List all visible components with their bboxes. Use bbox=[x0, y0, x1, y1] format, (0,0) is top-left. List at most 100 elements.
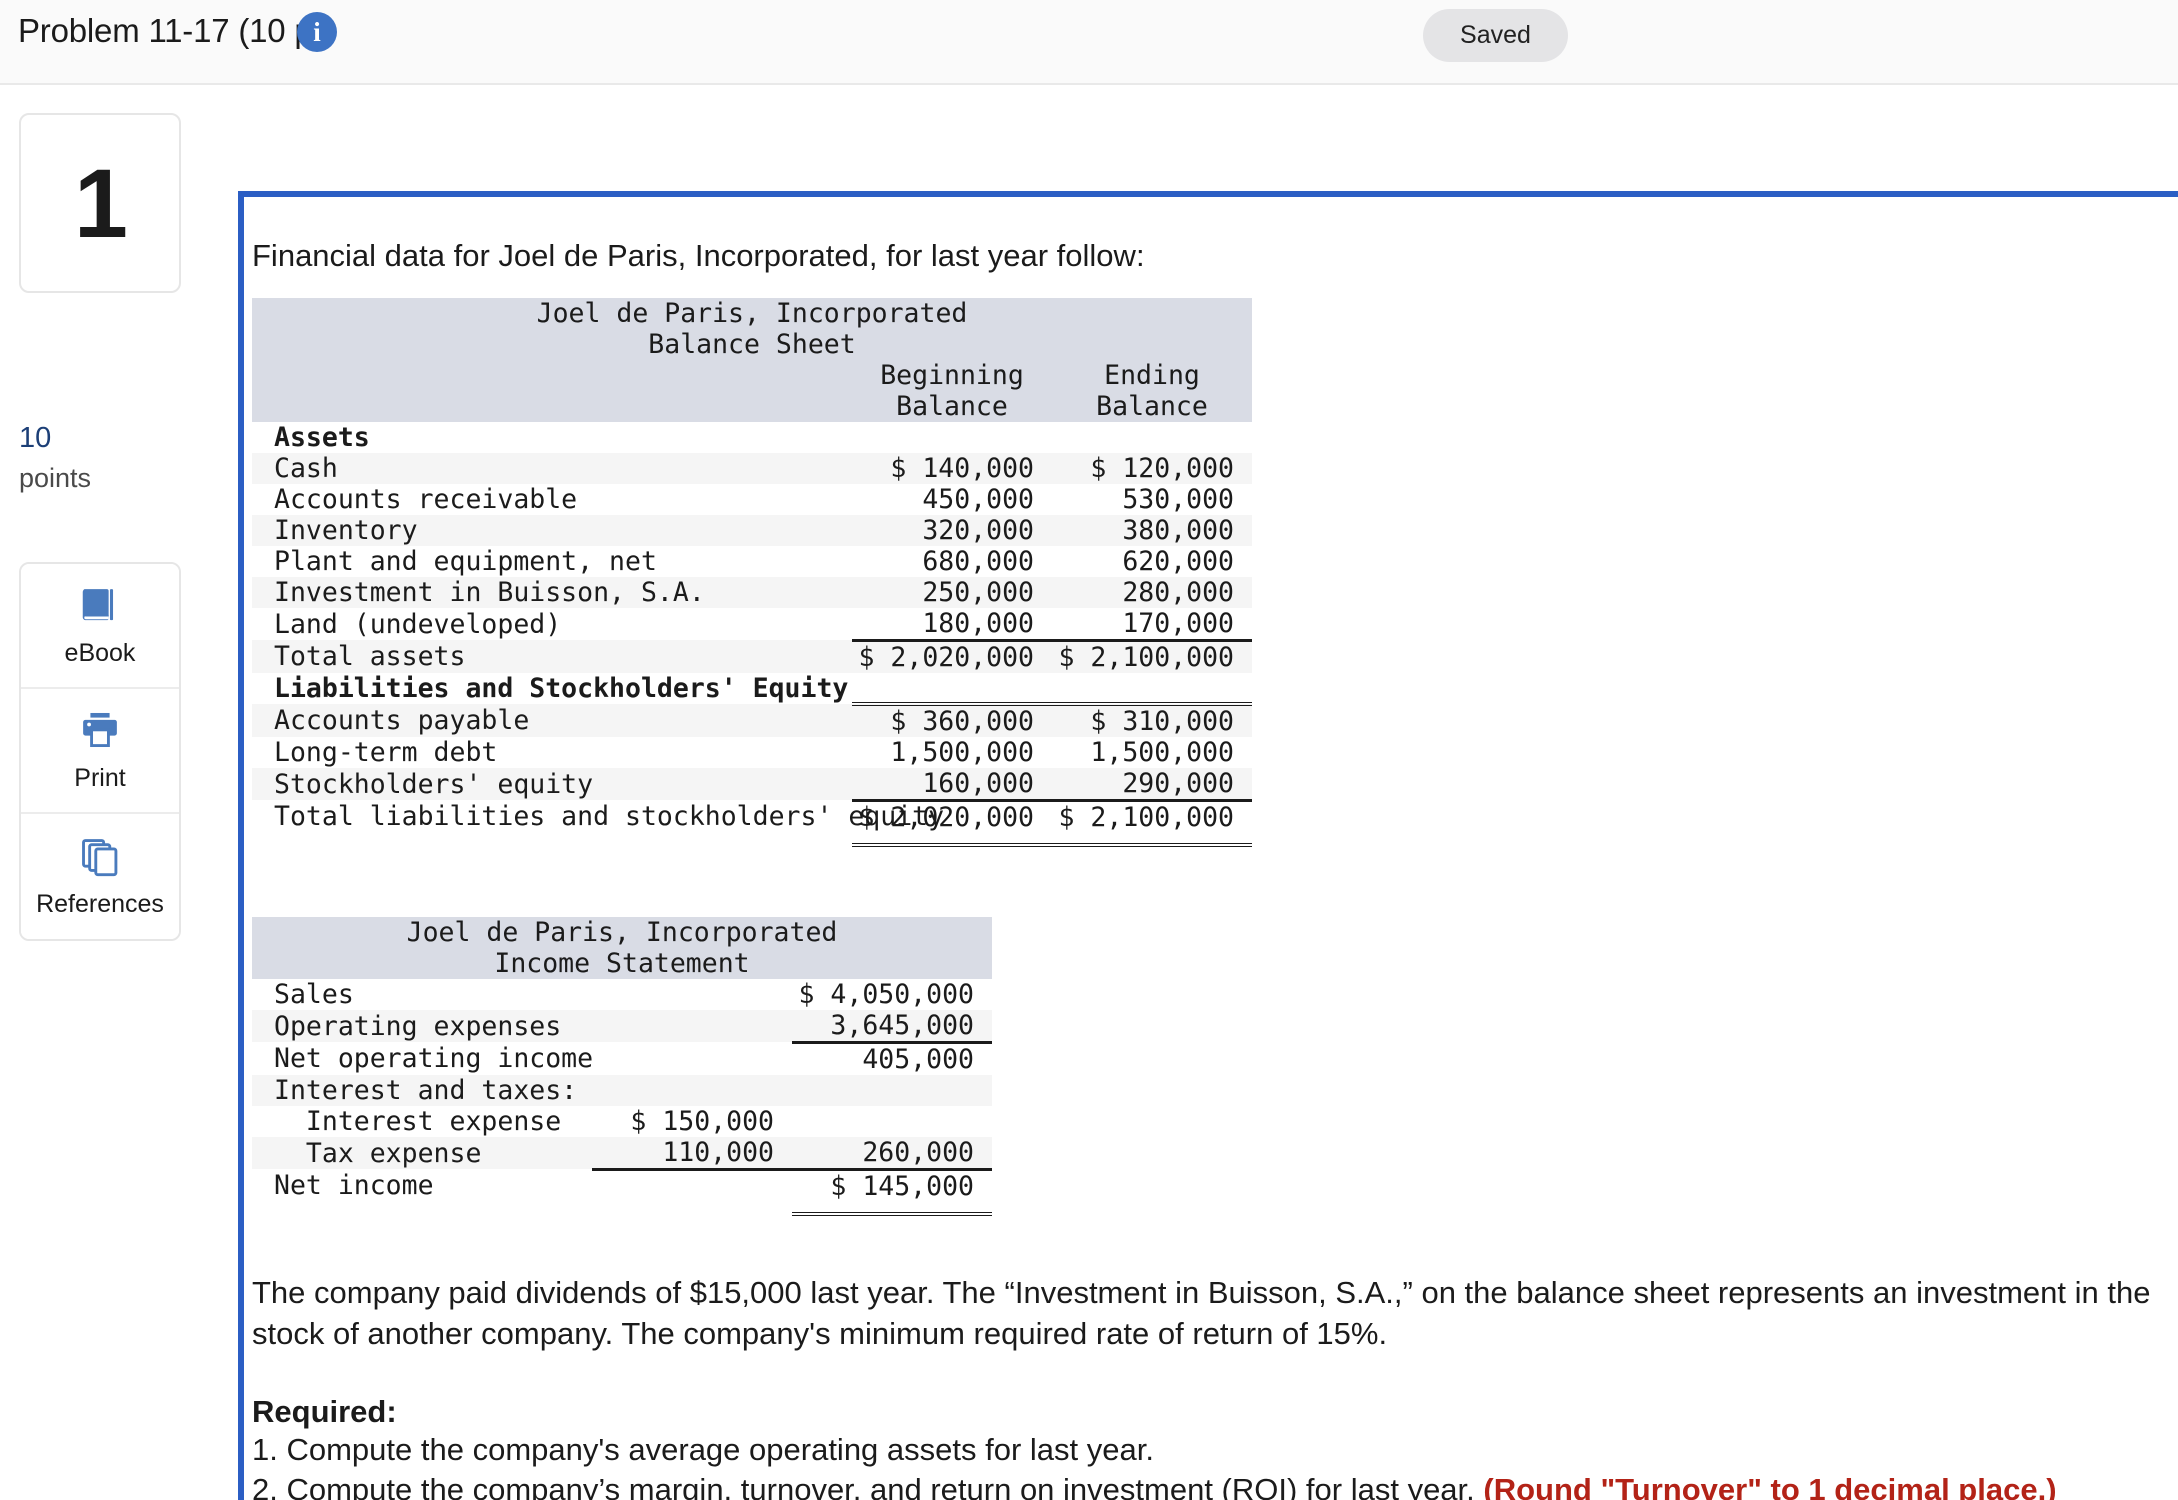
table-rule-row bbox=[252, 832, 1252, 847]
row-ending: $ 310,000 bbox=[1090, 705, 1234, 737]
table-row: Assets bbox=[252, 421, 1252, 453]
ebook-button[interactable]: eBook bbox=[21, 564, 179, 689]
table-row: Operating expenses 3,645,000 bbox=[252, 1009, 992, 1043]
bs-col1-line2: Balance bbox=[852, 390, 1052, 422]
row-label: Interest expense bbox=[274, 1105, 562, 1137]
table-row: Plant and equipment, net 680,000 620,000 bbox=[252, 545, 1252, 577]
info-icon[interactable]: i bbox=[297, 12, 337, 52]
row-ending: 530,000 bbox=[1122, 483, 1234, 515]
table-header-row: Beginning Ending bbox=[252, 359, 1252, 391]
points-label: points bbox=[19, 463, 92, 493]
row-col1: 110,000 bbox=[662, 1136, 774, 1168]
row-label: Accounts receivable bbox=[274, 483, 578, 515]
table-rule-row bbox=[252, 1201, 992, 1216]
references-button[interactable]: References bbox=[21, 814, 179, 939]
row-ending: 170,000 bbox=[1122, 607, 1234, 639]
liabilities-section-header: Liabilities and Stockholders' Equity bbox=[274, 672, 849, 704]
is-statement-name: Income Statement bbox=[252, 947, 992, 979]
question-content-panel: Financial data for Joel de Paris, Incorp… bbox=[238, 191, 2178, 1500]
assets-section-header: Assets bbox=[274, 421, 370, 453]
balance-sheet-table: Joel de Paris, Incorporated Balance Shee… bbox=[252, 297, 1252, 847]
row-label: Accounts payable bbox=[274, 704, 530, 736]
row-label: Interest and taxes: bbox=[274, 1074, 578, 1106]
row-label: Inventory bbox=[274, 514, 418, 546]
required-item-2-note: (Round "Turnover" to 1 decimal place.) bbox=[1483, 1472, 2057, 1500]
table-header-row: Income Statement bbox=[252, 947, 992, 979]
row-ending: 1,500,000 bbox=[1090, 736, 1234, 768]
row-col2: 3,645,000 bbox=[830, 1009, 974, 1041]
row-label: Stockholders' equity bbox=[274, 768, 594, 800]
net-income-label: Net income bbox=[274, 1170, 434, 1201]
row-col1 bbox=[592, 1042, 792, 1075]
total-assets-ending: $ 2,100,000 bbox=[1052, 638, 1252, 673]
income-statement-table: Joel de Paris, Incorporated Income State… bbox=[252, 916, 992, 1216]
is-company-name: Joel de Paris, Incorporated bbox=[252, 916, 992, 948]
table-row: Accounts receivable 450,000 530,000 bbox=[252, 483, 1252, 515]
row-beginning: 250,000 bbox=[922, 576, 1034, 608]
row-label: Long-term debt bbox=[274, 736, 498, 768]
row-col1 bbox=[592, 979, 792, 1010]
print-button[interactable]: Print bbox=[21, 689, 179, 814]
total-liab-equity-beginning: $ 2,020,000 bbox=[852, 798, 1052, 833]
question-number-card: 1 bbox=[19, 113, 181, 293]
documents-stack-icon bbox=[77, 834, 123, 880]
table-header-row: Joel de Paris, Incorporated bbox=[252, 916, 992, 948]
printer-icon bbox=[77, 708, 123, 754]
row-label: Plant and equipment, net bbox=[274, 545, 657, 577]
row-beginning: $ 360,000 bbox=[890, 705, 1034, 737]
bs-company-name: Joel de Paris, Incorporated bbox=[252, 297, 1252, 329]
table-row: Net operating income 405,000 bbox=[252, 1040, 992, 1075]
table-row: Tax expense 110,000 260,000 bbox=[252, 1136, 992, 1170]
table-row: Investment in Buisson, S.A. 250,000 280,… bbox=[252, 576, 1252, 608]
row-beginning: 1,500,000 bbox=[890, 736, 1034, 768]
question-number: 1 bbox=[74, 148, 128, 258]
table-total-row: Net income $ 145,000 bbox=[252, 1167, 992, 1202]
status-badge-saved: Saved bbox=[1423, 9, 1568, 62]
row-col2 bbox=[792, 1075, 992, 1106]
page-title: Problem 11-17 (10 pt) bbox=[18, 12, 333, 49]
row-col2: 405,000 bbox=[792, 1040, 992, 1075]
row-col2: $ 4,050,000 bbox=[798, 978, 975, 1010]
row-label: Operating expenses bbox=[274, 1010, 562, 1042]
table-header-row: Joel de Paris, Incorporated bbox=[252, 297, 1252, 329]
row-ending: 280,000 bbox=[1122, 576, 1234, 608]
total-assets-beginning: $ 2,020,000 bbox=[852, 638, 1052, 673]
table-row: Land (undeveloped) 180,000 170,000 bbox=[252, 607, 1252, 641]
table-row: Cash $ 140,000 $ 120,000 bbox=[252, 452, 1252, 484]
row-col1 bbox=[592, 1010, 792, 1043]
top-bar: Problem 11-17 (10 pt) i Saved bbox=[0, 0, 2178, 85]
table-row: Long-term debt 1,500,000 1,500,000 bbox=[252, 736, 1252, 768]
references-label: References bbox=[36, 890, 164, 918]
row-ending: 380,000 bbox=[1122, 514, 1234, 546]
row-beginning: 180,000 bbox=[922, 607, 1034, 639]
row-label: Net operating income bbox=[274, 1043, 594, 1074]
row-col1 bbox=[592, 1075, 792, 1106]
left-rail: 1 10 points eBook bbox=[0, 85, 230, 1500]
row-ending: 290,000 bbox=[1122, 767, 1234, 799]
row-beginning: 680,000 bbox=[922, 545, 1034, 577]
row-label: Tax expense bbox=[274, 1137, 482, 1169]
table-row: Inventory 320,000 380,000 bbox=[252, 514, 1252, 546]
row-beginning: 160,000 bbox=[922, 767, 1034, 799]
row-beginning: 450,000 bbox=[922, 483, 1034, 515]
total-liab-equity-ending: $ 2,100,000 bbox=[1052, 798, 1252, 833]
dividends-paragraph: The company paid dividends of $15,000 la… bbox=[252, 1274, 2151, 1351]
required-item-2-text: 2. Compute the company’s margin, turnove… bbox=[252, 1472, 1484, 1500]
required-item-1-text: 1. Compute the company's average operati… bbox=[252, 1432, 1154, 1468]
row-ending: $ 120,000 bbox=[1090, 452, 1234, 484]
table-header-row: Balance Balance bbox=[252, 390, 1252, 422]
row-label: Investment in Buisson, S.A. bbox=[274, 576, 705, 608]
row-col2: 260,000 bbox=[862, 1136, 974, 1168]
bs-col2-line1: Ending bbox=[1052, 359, 1252, 391]
total-assets-label: Total assets bbox=[274, 641, 466, 672]
row-label: Land (undeveloped) bbox=[274, 608, 562, 640]
intro-text: Financial data for Joel de Paris, Incorp… bbox=[252, 238, 1145, 273]
required-item-2: 2. Compute the company’s margin, turnove… bbox=[252, 1470, 2178, 1500]
bs-col1-line1: Beginning bbox=[852, 359, 1052, 391]
ebook-label: eBook bbox=[64, 639, 136, 667]
balance-sheet-table-wrap: Joel de Paris, Incorporated Balance Shee… bbox=[252, 297, 2178, 847]
row-label: Sales bbox=[274, 978, 354, 1010]
table-row: Liabilities and Stockholders' Equity bbox=[252, 672, 1252, 706]
income-statement-table-wrap: Joel de Paris, Incorporated Income State… bbox=[252, 916, 2178, 1216]
table-row: Accounts payable $ 360,000 $ 310,000 bbox=[252, 703, 1252, 737]
